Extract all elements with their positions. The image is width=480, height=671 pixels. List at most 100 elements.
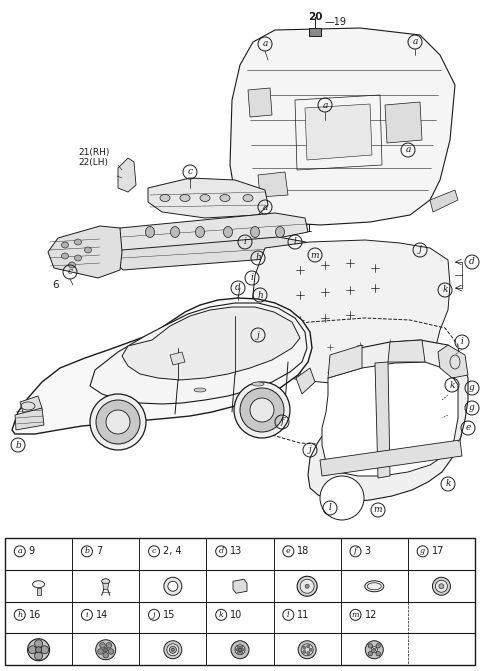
Ellipse shape [74, 255, 82, 261]
Ellipse shape [33, 581, 45, 588]
Ellipse shape [252, 382, 264, 386]
Circle shape [372, 647, 377, 653]
Text: 16: 16 [29, 610, 41, 620]
Ellipse shape [200, 195, 210, 201]
Ellipse shape [61, 242, 69, 248]
Circle shape [303, 650, 306, 654]
Text: k: k [442, 285, 448, 295]
Polygon shape [328, 345, 362, 378]
Ellipse shape [220, 195, 230, 201]
Circle shape [368, 652, 372, 656]
Circle shape [301, 643, 313, 656]
Polygon shape [305, 104, 372, 160]
Polygon shape [112, 213, 308, 252]
Circle shape [435, 580, 447, 592]
Circle shape [96, 400, 140, 444]
Text: 15: 15 [163, 610, 175, 620]
Text: g: g [469, 403, 475, 413]
Ellipse shape [243, 195, 253, 201]
Polygon shape [438, 345, 468, 378]
Polygon shape [90, 303, 307, 404]
Polygon shape [148, 178, 268, 218]
Circle shape [240, 388, 284, 432]
Circle shape [36, 647, 42, 653]
Text: a: a [17, 548, 22, 556]
Text: j: j [257, 331, 259, 340]
Text: c: c [68, 268, 72, 276]
Polygon shape [122, 307, 300, 380]
Text: m: m [352, 611, 360, 619]
Ellipse shape [276, 227, 285, 238]
Circle shape [309, 648, 312, 652]
Text: e: e [286, 548, 291, 556]
Text: 2, 4: 2, 4 [163, 546, 182, 556]
Circle shape [320, 476, 364, 520]
Ellipse shape [170, 227, 180, 238]
Circle shape [164, 577, 182, 595]
Circle shape [231, 641, 249, 659]
Text: 1: 1 [306, 224, 312, 234]
Circle shape [90, 394, 146, 450]
Circle shape [41, 646, 48, 654]
Ellipse shape [145, 227, 155, 238]
Polygon shape [103, 583, 108, 589]
Text: i: i [85, 611, 88, 619]
Text: 11: 11 [297, 610, 310, 620]
Circle shape [240, 646, 243, 648]
Circle shape [27, 639, 49, 661]
Text: j: j [309, 446, 312, 454]
Text: 12: 12 [364, 610, 377, 620]
Text: h: h [17, 611, 23, 619]
Polygon shape [48, 226, 122, 278]
Ellipse shape [194, 388, 206, 392]
Circle shape [236, 649, 238, 651]
Text: —19: —19 [325, 17, 347, 27]
Text: i: i [251, 274, 253, 282]
Ellipse shape [74, 239, 82, 245]
Text: b: b [15, 440, 21, 450]
Circle shape [108, 649, 114, 654]
Text: k: k [449, 380, 455, 389]
Polygon shape [258, 172, 288, 197]
Circle shape [167, 643, 179, 656]
Circle shape [169, 646, 176, 654]
Polygon shape [385, 102, 422, 143]
Circle shape [168, 581, 178, 591]
Circle shape [35, 652, 43, 660]
Circle shape [171, 648, 174, 652]
Circle shape [235, 645, 245, 655]
Ellipse shape [84, 247, 92, 253]
Circle shape [300, 579, 314, 593]
Text: c: c [188, 168, 192, 176]
Polygon shape [296, 368, 315, 394]
Polygon shape [12, 298, 312, 434]
Text: g: g [420, 548, 425, 556]
Ellipse shape [61, 253, 69, 259]
Polygon shape [118, 158, 136, 192]
Circle shape [237, 651, 240, 654]
Ellipse shape [160, 195, 170, 201]
Circle shape [98, 649, 103, 654]
Polygon shape [170, 352, 185, 365]
Text: 9: 9 [29, 546, 35, 556]
Text: 13: 13 [230, 546, 242, 556]
Text: 21(RH): 21(RH) [78, 148, 109, 156]
Circle shape [250, 398, 274, 422]
Circle shape [100, 643, 105, 648]
Circle shape [237, 646, 240, 648]
Text: a: a [412, 38, 418, 46]
Polygon shape [248, 88, 272, 117]
Polygon shape [36, 588, 41, 595]
Text: 7: 7 [96, 546, 102, 556]
Text: e: e [465, 423, 471, 433]
Polygon shape [20, 396, 42, 416]
Circle shape [297, 576, 317, 597]
Text: i: i [461, 338, 463, 346]
Circle shape [103, 652, 108, 658]
Text: f: f [354, 548, 357, 556]
Ellipse shape [102, 579, 110, 584]
Circle shape [234, 382, 290, 438]
Bar [5, 538, 475, 665]
Text: l: l [287, 611, 289, 619]
Text: 6: 6 [52, 280, 59, 290]
